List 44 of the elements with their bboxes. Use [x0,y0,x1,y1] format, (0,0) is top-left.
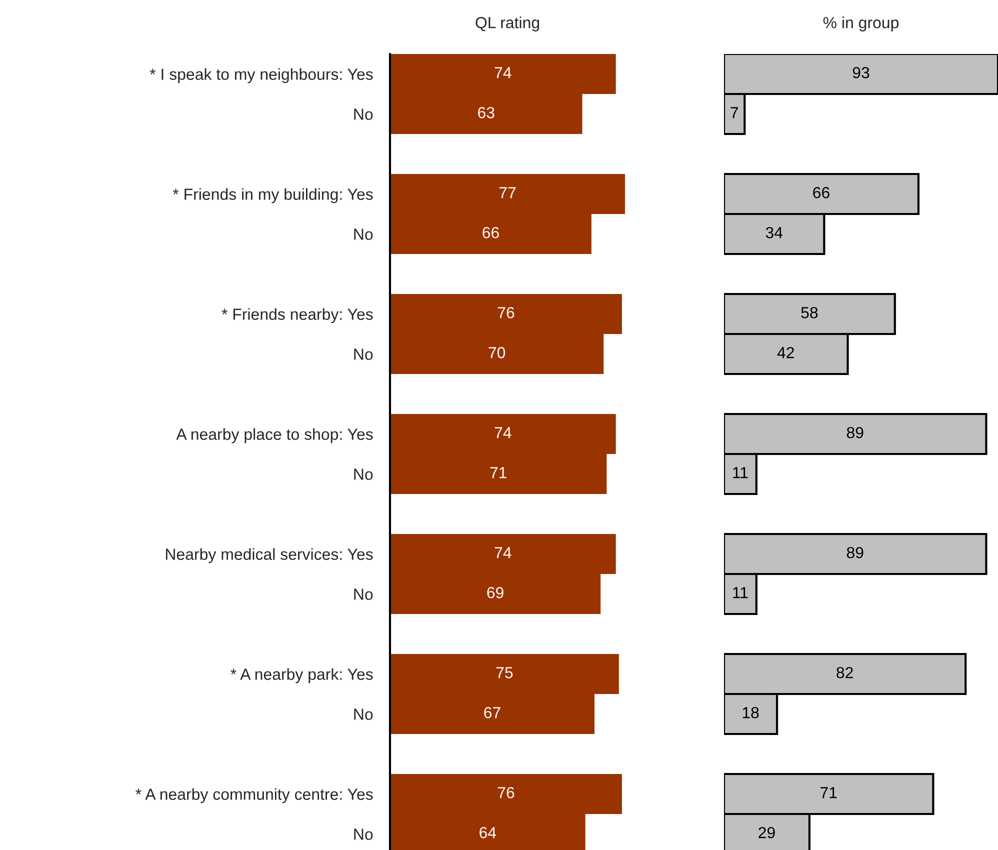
data-label: 67 [484,706,500,718]
y-tick-label: No [354,708,373,720]
data-label: 11 [733,467,748,478]
data-label: 74 [494,427,512,438]
data-label: 58 [801,306,818,318]
y-tick-label: No [354,828,373,840]
data-label: 64 [480,826,496,838]
data-label: 71 [490,467,506,478]
data-label: 93 [852,66,870,78]
data-label: 29 [758,826,775,838]
data-label: 42 [777,346,794,358]
data-label: 69 [487,586,504,598]
y-tick-label: No [354,228,373,240]
y-tick-label: * I speak to my neighbours: Yes [150,68,373,84]
data-label: 89 [846,546,864,558]
data-label: 76 [498,306,514,318]
data-label: 76 [498,786,514,798]
data-label: 75 [496,667,513,678]
data-label: 63 [478,106,494,118]
data-label: 77 [499,187,516,198]
y-tick-label: A nearby place to shop: Yes [176,428,373,444]
y-tick-label: No [354,108,373,120]
y-tick-label: Nearby medical services: Yes [166,548,373,564]
data-label: 34 [766,226,782,238]
data-label: 74 [494,67,512,78]
y-tick-label: * Friends in my building: Yes [172,188,373,204]
y-tick-label: * A nearby community centre: Yes [136,788,373,804]
data-label: 74 [494,547,512,558]
data-label: 82 [836,666,853,678]
data-label: 70 [488,346,506,358]
data-label: 66 [813,186,830,198]
chart-title: % in group [823,16,899,32]
y-tick-label: No [354,588,373,600]
data-label: 11 [733,587,748,598]
data-label: 18 [742,706,759,718]
y-tick-label: No [354,468,373,480]
data-label: 89 [846,426,864,438]
data-label: 66 [482,226,499,238]
y-tick-label: No [354,348,373,360]
chart-title: QL rating [476,16,540,32]
y-tick-label: * Friends nearby: Yes [222,308,373,324]
data-label: 7 [730,107,738,118]
y-tick-label: * A nearby park: Yes [230,668,373,684]
data-label: 71 [820,787,837,798]
